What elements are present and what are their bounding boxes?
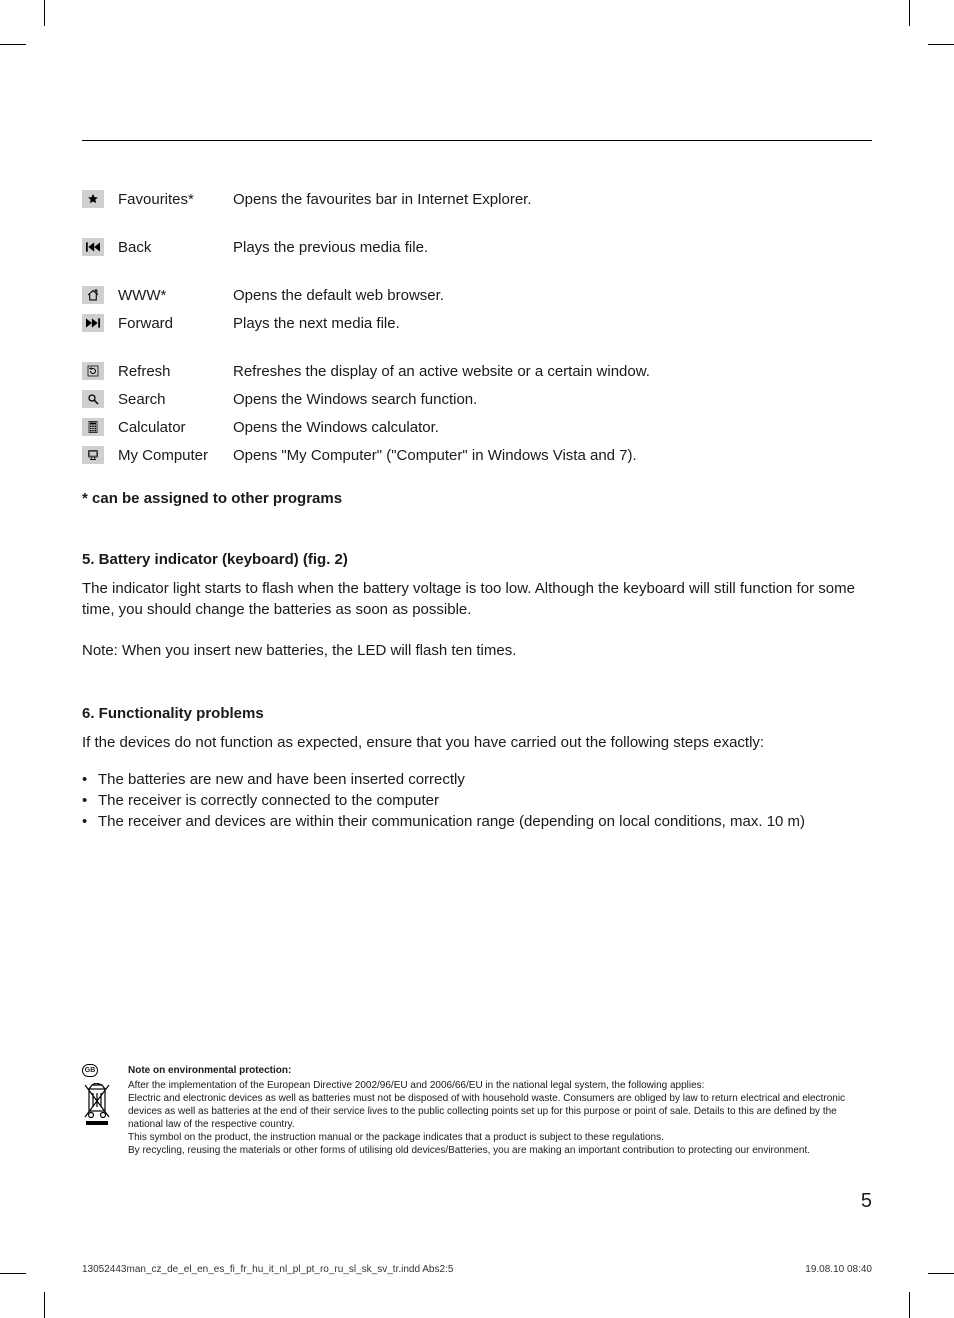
home-icon (82, 286, 118, 304)
shortcut-description: Opens the favourites bar in Internet Exp… (233, 190, 872, 210)
section-6-bullets: •The batteries are new and have been ins… (82, 769, 872, 832)
star-icon (82, 190, 118, 208)
next-icon (82, 314, 118, 332)
list-item: •The batteries are new and have been ins… (82, 769, 872, 790)
shortcut-description: Opens the default web browser. (233, 286, 872, 306)
shortcut-description: Opens the Windows search function. (233, 390, 872, 410)
section-5-p2: Note: When you insert new batteries, the… (82, 640, 872, 661)
table-row: My ComputerOpens "My Computer" ("Compute… (82, 446, 872, 466)
bullet-text: The batteries are new and have been inse… (98, 769, 465, 790)
env-line: This symbol on the product, the instruct… (128, 1131, 872, 1144)
page-content: Favourites*Opens the favourites bar in I… (82, 140, 872, 832)
table-row: SearchOpens the Windows search function. (82, 390, 872, 410)
shortcut-label: WWW* (118, 286, 233, 306)
shortcut-description: Plays the next media file. (233, 314, 872, 334)
table-row: CalculatorOpens the Windows calculator. (82, 418, 872, 438)
environmental-text: Note on environmental protection: After … (128, 1064, 872, 1157)
shortcut-description: Opens the Windows calculator. (233, 418, 872, 438)
search-icon (82, 390, 118, 408)
env-line: By recycling, reusing the materials or o… (128, 1144, 872, 1157)
shortcut-label: Calculator (118, 418, 233, 438)
section-5-heading: 5. Battery indicator (keyboard) (fig. 2) (82, 551, 872, 568)
bullet-text: The receiver is correctly connected to t… (98, 790, 439, 811)
footer-timestamp: 19.08.10 08:40 (805, 1264, 872, 1275)
prev-icon (82, 238, 118, 256)
list-item: •The receiver and devices are within the… (82, 811, 872, 832)
table-row: RefreshRefreshes the display of an activ… (82, 362, 872, 382)
weee-icon (82, 1083, 112, 1127)
language-badge: GB (82, 1064, 98, 1077)
footnote-text: * can be assigned to other programs (82, 490, 872, 507)
footer-file: 13052443man_cz_de_el_en_es_fi_fr_hu_it_n… (82, 1264, 453, 1275)
shortcut-table: Favourites*Opens the favourites bar in I… (82, 190, 872, 466)
pc-icon (82, 446, 118, 464)
environmental-note: GB Note on environmental protection: Aft… (82, 1064, 872, 1157)
shortcut-label: My Computer (118, 446, 233, 466)
shortcut-label: Favourites* (118, 190, 233, 210)
shortcut-label: Forward (118, 314, 233, 334)
shortcut-description: Refreshes the display of an active websi… (233, 362, 872, 382)
env-line: After the implementation of the European… (128, 1079, 872, 1092)
shortcut-label: Back (118, 238, 233, 258)
refresh-icon (82, 362, 118, 380)
list-item: •The receiver is correctly connected to … (82, 790, 872, 811)
bullet-dot: • (82, 769, 98, 790)
shortcut-label: Search (118, 390, 233, 410)
section-5-p1: The indicator light starts to flash when… (82, 578, 872, 620)
table-row: WWW*Opens the default web browser. (82, 286, 872, 306)
table-row: BackPlays the previous media file. (82, 238, 872, 258)
bullet-dot: • (82, 790, 98, 811)
bullet-text: The receiver and devices are within thei… (98, 811, 805, 832)
page-number: 5 (861, 1190, 872, 1213)
footer: 13052443man_cz_de_el_en_es_fi_fr_hu_it_n… (82, 1264, 872, 1275)
env-title: Note on environmental protection: (128, 1064, 872, 1077)
env-line: Electric and electronic devices as well … (128, 1092, 872, 1131)
shortcut-label: Refresh (118, 362, 233, 382)
shortcut-description: Opens "My Computer" ("Computer" in Windo… (233, 446, 872, 466)
table-row: Favourites*Opens the favourites bar in I… (82, 190, 872, 210)
calc-icon (82, 418, 118, 436)
section-6-intro: If the devices do not function as expect… (82, 732, 872, 753)
table-row: ForwardPlays the next media file. (82, 314, 872, 334)
section-6-heading: 6. Functionality problems (82, 705, 872, 722)
shortcut-description: Plays the previous media file. (233, 238, 872, 258)
bullet-dot: • (82, 811, 98, 832)
